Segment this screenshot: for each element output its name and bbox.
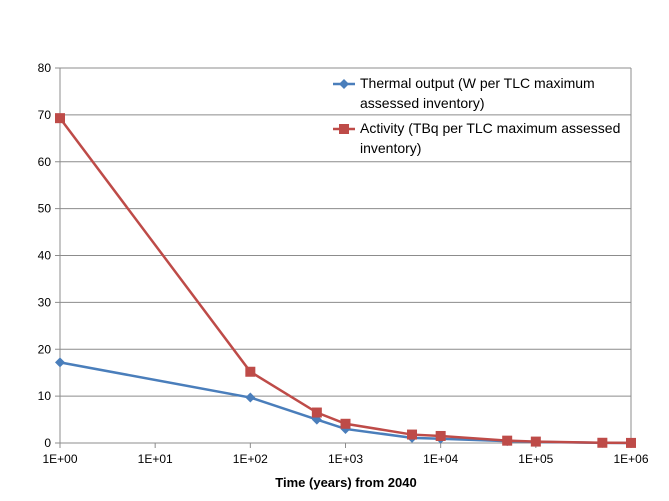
series bbox=[55, 113, 636, 448]
square-marker bbox=[55, 113, 65, 124]
x-tick-label: 1E+06 bbox=[613, 452, 648, 466]
y-tick-label: 10 bbox=[38, 389, 52, 403]
y-tick-label: 60 bbox=[38, 155, 52, 169]
square-marker bbox=[626, 437, 636, 448]
square-marker bbox=[530, 436, 541, 447]
diamond-marker bbox=[245, 392, 256, 403]
square-marker bbox=[502, 435, 513, 446]
x-tick-label: 1E+02 bbox=[233, 452, 268, 466]
x-tick-label: 1E+01 bbox=[138, 452, 173, 466]
y-tick-label: 0 bbox=[44, 436, 51, 450]
y-tick-label: 40 bbox=[38, 249, 52, 263]
y-tick-label: 80 bbox=[38, 61, 52, 75]
x-tick-label: 1E+04 bbox=[423, 452, 458, 466]
x-axis-label: Time (years) from 2040 bbox=[275, 475, 416, 490]
diamond-marker bbox=[339, 79, 349, 89]
square-marker bbox=[435, 430, 446, 441]
y-tick-label: 70 bbox=[38, 108, 52, 122]
square-marker bbox=[340, 418, 351, 429]
square-marker bbox=[245, 366, 256, 377]
legend: Thermal output (W per TLC maximum assesse… bbox=[333, 75, 620, 156]
x-tick-label: 1E+00 bbox=[42, 452, 77, 466]
y-tick-label: 30 bbox=[38, 295, 52, 309]
square-marker bbox=[407, 429, 418, 440]
series-line bbox=[59, 117, 632, 445]
x-tick-label: 1E+05 bbox=[518, 452, 553, 466]
legend-entry: Activity (TBq per TLC maximum assessed bbox=[360, 120, 620, 136]
y-tick-label: 50 bbox=[38, 202, 52, 216]
diamond-marker bbox=[55, 357, 65, 368]
legend-entry: inventory) bbox=[360, 140, 421, 156]
legend-entry: Thermal output (W per TLC maximum bbox=[360, 75, 595, 91]
legend-entry: assessed inventory) bbox=[360, 95, 485, 111]
x-tick-label: 1E+03 bbox=[328, 452, 363, 466]
square-marker bbox=[339, 124, 349, 134]
gridlines bbox=[60, 67, 631, 397]
square-marker bbox=[597, 437, 608, 448]
y-tick-label: 20 bbox=[38, 342, 52, 356]
square-marker bbox=[311, 407, 322, 418]
